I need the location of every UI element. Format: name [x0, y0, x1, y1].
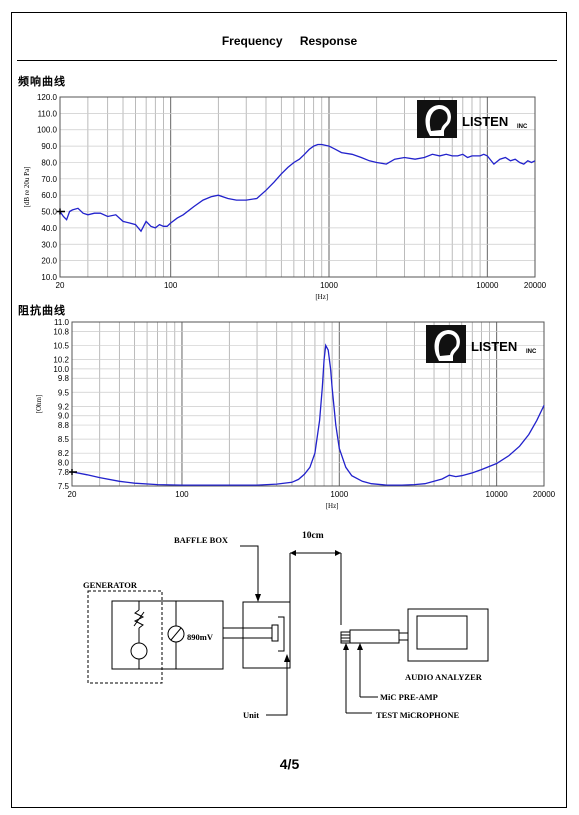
unit-label: Unit: [243, 710, 259, 720]
y-tick-label: 10.2: [53, 355, 69, 364]
x-tick-label: 20: [68, 490, 77, 499]
y-tick-label: 7.8: [58, 468, 70, 477]
analyzer-label: AUDIO ANALYZER: [405, 672, 483, 682]
y-tick-label: 9.0: [58, 412, 70, 421]
x-tick-label: 20000: [533, 490, 556, 499]
y-tick-label: 40.0: [41, 224, 57, 233]
x-tick-label: 100: [175, 490, 189, 499]
analyzer-screen: [416, 615, 468, 650]
y-tick-label: 120.0: [37, 93, 58, 102]
series-line: [59, 143, 536, 233]
y-tick-label: 10.0: [53, 365, 69, 374]
x-tick-label: 100: [164, 281, 178, 290]
mic-label: TEST MiCROPHONE: [376, 710, 460, 720]
circuit-box: [111, 600, 224, 670]
logo-subtext: INC: [526, 349, 537, 355]
page-title: Frequency Response: [221, 34, 358, 48]
y-tick-label: 100.0: [37, 126, 58, 135]
y-tick-label: 90.0: [41, 142, 57, 151]
y-tick-label: 50.0: [41, 208, 57, 217]
y-tick-label: 10.5: [53, 341, 69, 350]
y-tick-label: 8.2: [58, 449, 70, 458]
y-tick-label: 8.0: [58, 459, 70, 468]
frequency-response-title: 频响曲线: [18, 75, 66, 88]
y-tick-label: 9.2: [58, 402, 70, 411]
preamp-body: [349, 629, 400, 644]
y-tick-label: 110.0: [38, 109, 58, 118]
generator-box: [87, 590, 163, 684]
y-tick-label: 70.0: [41, 175, 57, 184]
listen-logo: LISTEN INC: [417, 100, 528, 138]
generator-label: GENERATOR: [83, 580, 138, 590]
x-tick-label: 10000: [486, 490, 509, 499]
y-axis-label: [dB re 20u Pa]: [23, 166, 31, 207]
signal-source-icon: [130, 642, 148, 660]
preamp-label: MiC PRE-AMP: [380, 692, 438, 702]
y-axis-label: [Ohm]: [35, 395, 43, 414]
baffle-box-label: BAFFLE BOX: [174, 535, 229, 545]
logo-head-inner: [438, 334, 457, 356]
distance-label: 10cm: [302, 531, 324, 541]
y-tick-label: 9.5: [58, 388, 70, 397]
y-tick-label: 10.8: [53, 327, 69, 336]
header-rule: [17, 60, 557, 61]
baffle-box: [242, 601, 291, 669]
x-tick-label: 20000: [524, 281, 547, 290]
start-marker: [69, 468, 77, 475]
x-tick-label: 1000: [320, 281, 338, 290]
logo-head-inner: [429, 109, 448, 131]
y-tick-label: 10.0: [41, 273, 57, 282]
speaker-unit-icon: [271, 624, 279, 642]
audio-analyzer-box: [407, 608, 489, 662]
y-tick-label: 11.0: [54, 318, 70, 327]
x-tick-label: 1000: [330, 490, 348, 499]
y-tick-label: 30.0: [41, 240, 57, 249]
x-tick-label: 10000: [476, 281, 499, 290]
y-tick-label: 8.8: [58, 421, 70, 430]
logo-text: LISTEN: [471, 339, 517, 354]
listen-logo: LISTEN INC: [426, 325, 537, 363]
y-tick-label: 80.0: [41, 158, 57, 167]
plot-frame: [59, 96, 536, 278]
y-tick-label: 9.8: [58, 374, 70, 383]
series-line: [71, 343, 545, 486]
x-tick-label: 20: [56, 281, 65, 290]
x-axis-label: [Hz]: [315, 293, 328, 301]
x-axis-label: [Hz]: [326, 502, 339, 510]
y-tick-label: 20.0: [41, 257, 57, 266]
y-tick-label: 8.5: [58, 435, 70, 444]
y-tick-label: 60.0: [41, 191, 57, 200]
page-frame: [11, 12, 567, 808]
impedance-title: 阻抗曲线: [18, 304, 66, 317]
voltage-label: 890mV: [187, 632, 214, 642]
start-marker: [57, 208, 65, 215]
page-number: 4/5: [279, 756, 300, 772]
logo-text: LISTEN: [462, 114, 508, 129]
plot-frame: [71, 321, 545, 487]
y-tick-label: 7.5: [58, 482, 70, 491]
logo-subtext: INC: [517, 124, 528, 130]
